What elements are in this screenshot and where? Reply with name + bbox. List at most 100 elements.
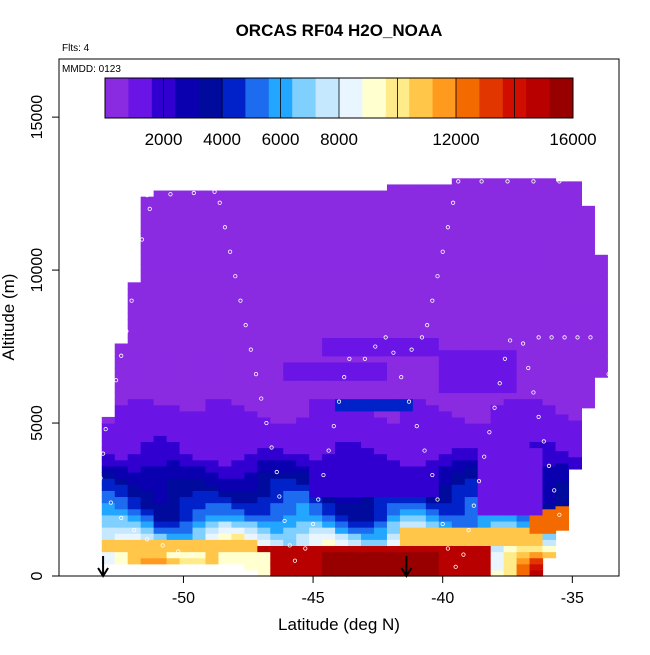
heatmap-cell xyxy=(594,328,608,335)
heatmap-cell xyxy=(490,569,505,577)
heatmap-cell xyxy=(386,496,401,504)
heatmap-cell xyxy=(516,276,531,283)
heatmap-cell xyxy=(322,484,336,491)
heatmap-cell xyxy=(374,380,388,387)
heatmap-cell xyxy=(412,257,427,265)
heatmap-cell xyxy=(581,211,595,219)
heatmap-cell xyxy=(555,303,570,311)
heatmap-cell xyxy=(270,441,284,449)
heatmap-cell xyxy=(244,282,258,290)
heatmap-cell xyxy=(542,276,557,283)
heatmap-cell xyxy=(205,257,220,265)
heatmap-cell xyxy=(296,416,310,424)
heatmap-cell xyxy=(257,380,271,387)
heatmap-cell xyxy=(555,187,570,195)
heatmap-cell xyxy=(464,490,479,498)
flight-track-point xyxy=(487,430,492,435)
heatmap-cell xyxy=(218,496,232,504)
heatmap-cell xyxy=(399,465,414,473)
heatmap-cell xyxy=(555,230,570,238)
heatmap-cell xyxy=(179,459,194,467)
heatmap-cell xyxy=(231,349,245,357)
heatmap-cell xyxy=(296,343,310,351)
heatmap-cell xyxy=(231,239,245,247)
heatmap-cell xyxy=(153,270,168,277)
heatmap-cell xyxy=(529,196,544,204)
y-axis-label: Altitude (m) xyxy=(0,274,18,361)
heatmap-cell xyxy=(594,358,608,366)
heatmap-cell xyxy=(348,319,362,326)
heatmap-cell xyxy=(127,294,142,302)
heatmap-cell xyxy=(205,251,220,259)
heatmap-cell xyxy=(412,374,427,381)
x-axis-label: Latitude (deg N) xyxy=(278,615,400,634)
heatmap-cell xyxy=(503,208,518,216)
heatmap-cell xyxy=(374,392,388,400)
heatmap-cell xyxy=(516,263,531,271)
heatmap-cell xyxy=(555,242,570,250)
y-tick-label: 0 xyxy=(29,571,46,580)
heatmap-cell xyxy=(179,508,194,516)
heatmap-cell xyxy=(490,508,505,516)
heatmap-cell xyxy=(464,380,479,387)
heatmap-cell xyxy=(581,230,595,238)
heatmap-cell xyxy=(542,319,557,326)
heatmap-cell xyxy=(335,416,349,424)
heatmap-cell xyxy=(542,221,557,228)
heatmap-cell xyxy=(153,416,168,424)
heatmap-cell xyxy=(270,361,284,369)
heatmap-cell xyxy=(425,465,440,473)
heatmap-cell xyxy=(425,215,440,222)
heatmap-cell xyxy=(361,245,375,253)
heatmap-cell xyxy=(568,340,582,348)
heatmap-cell xyxy=(594,267,608,274)
heatmap-cell xyxy=(464,459,479,467)
heatmap-cell xyxy=(179,276,194,283)
heatmap-cell xyxy=(166,227,181,234)
heatmap-cell xyxy=(542,312,557,320)
heatmap-cell xyxy=(348,429,362,436)
heatmap-cell xyxy=(140,478,155,485)
heatmap-cell xyxy=(348,367,362,375)
flight-track-point xyxy=(593,469,598,475)
heatmap-cell xyxy=(386,404,401,412)
heatmap-cell xyxy=(179,202,194,210)
heatmap-cell xyxy=(192,478,207,485)
heatmap-cell xyxy=(529,282,544,290)
heatmap-cell xyxy=(361,374,375,381)
heatmap-cell xyxy=(205,325,220,332)
heatmap-cell xyxy=(451,508,466,516)
heatmap-cell xyxy=(386,514,401,522)
heatmap-cell xyxy=(542,306,557,314)
heatmap-cell xyxy=(516,380,531,387)
heatmap-cell xyxy=(529,331,544,338)
heatmap-cell xyxy=(542,527,557,534)
heatmap-cell xyxy=(490,392,505,400)
heatmap-cell xyxy=(464,239,479,247)
heatmap-cell xyxy=(477,239,492,247)
heatmap-cell xyxy=(296,331,310,338)
heatmap-cell xyxy=(296,282,310,290)
heatmap-cell xyxy=(218,447,232,455)
heatmap-cell xyxy=(425,447,440,455)
heatmap-cell xyxy=(490,514,505,522)
heatmap-cell xyxy=(153,527,168,534)
heatmap-cell xyxy=(153,404,168,412)
heatmap-cell xyxy=(244,325,258,332)
heatmap-cell xyxy=(477,361,492,369)
heatmap-cell xyxy=(153,533,168,540)
heatmap-cell xyxy=(503,215,518,222)
flight-track-point xyxy=(191,190,196,196)
heatmap-cell xyxy=(399,343,414,351)
heatmap-cell xyxy=(451,520,466,528)
heatmap-cell xyxy=(542,533,557,540)
heatmap-cell xyxy=(322,361,336,369)
heatmap-cell xyxy=(205,527,220,534)
heatmap-cell xyxy=(218,423,232,430)
heatmap-cell xyxy=(516,355,531,363)
heatmap-cell xyxy=(231,502,245,510)
heatmap-cell xyxy=(114,392,129,400)
heatmap-cell xyxy=(529,416,544,424)
heatmap-cell xyxy=(399,331,414,338)
